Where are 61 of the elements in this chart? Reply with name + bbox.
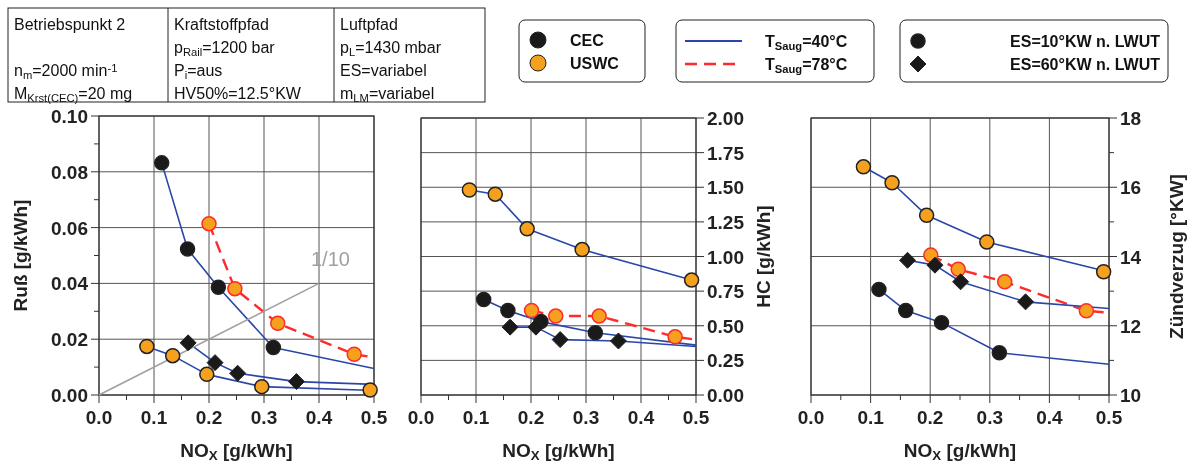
text: n$_{m}$=2000 min$^{-1}$ xyxy=(14,62,118,81)
x-tick-label: 0.5 xyxy=(360,407,388,428)
y-tick-label: 0.25 xyxy=(707,350,745,372)
text: ES=60°KW n. LWUT xyxy=(1010,56,1161,73)
y-tick-label: 0.50 xyxy=(707,315,744,337)
x-tick-label: 0.1 xyxy=(857,407,885,428)
text: CEC xyxy=(570,32,605,49)
x-tick-label: 0.1 xyxy=(462,407,490,428)
x-tick-label: 0.2 xyxy=(195,407,223,428)
y-tick-label: 2.00 xyxy=(707,108,744,129)
x-axis-title: NO$_{X}$ [g/kWh] xyxy=(903,440,1017,463)
text: ES=10°KW n. LWUT xyxy=(1010,33,1161,50)
y-tick-label: 0.00 xyxy=(51,385,88,406)
y-tick-label: 1.00 xyxy=(707,246,744,268)
x-tick-label: 0.2 xyxy=(916,407,944,428)
x-tick-label: 0.5 xyxy=(682,407,710,428)
y-tick-label: 16 xyxy=(1120,177,1142,199)
y-tick-label: 0.06 xyxy=(51,217,88,239)
y-tick-label: 0.75 xyxy=(707,281,745,303)
text: Betriebspunkt 2 xyxy=(14,16,126,33)
text: USWC xyxy=(570,55,620,72)
x-tick-label: 0.1 xyxy=(140,407,168,428)
y-axis-title: HC [g/kWh] xyxy=(753,205,774,308)
y-axis-title: Zündverzug [°KW] xyxy=(1166,174,1187,339)
text: m$_{LM}$=variabel xyxy=(340,85,435,104)
y-axis-title: Ruß [g/kWh] xyxy=(10,199,31,312)
text: T$_{Saug}$=40°C xyxy=(765,33,848,52)
x-tick-label: 0.3 xyxy=(572,407,600,428)
text: T$_{Saug}$=78°C xyxy=(765,56,848,75)
y-tick-label: 0.02 xyxy=(51,329,88,351)
x-tick-label: 0.3 xyxy=(250,407,278,428)
x-tick-label: 0.2 xyxy=(517,407,545,428)
y-tick-label: 14 xyxy=(1120,246,1142,268)
x-axis-title: NO$_{X}$ [g/kWh] xyxy=(502,440,615,463)
y-tick-label: 1.50 xyxy=(707,177,744,199)
x-tick-label: 0.4 xyxy=(627,407,655,428)
y-tick-label: 12 xyxy=(1120,315,1142,337)
text: P$_{i}$=aus xyxy=(174,62,223,81)
text: HV50%=12.5°KW xyxy=(174,85,302,102)
text: M$_{Krst(CEC)}$=20 mg xyxy=(14,85,133,104)
y-tick-label: 1.75 xyxy=(707,142,745,164)
y-tick-label: 1.25 xyxy=(707,211,745,233)
text: p$_{Rail}$=1200 bar xyxy=(174,39,276,58)
x-tick-label: 0.0 xyxy=(407,407,435,428)
x-axis-title: NO$_{X}$ [g/kWh] xyxy=(180,440,293,463)
text: Kraftstoffpfad xyxy=(174,16,269,33)
y-tick-label: 0.00 xyxy=(707,385,744,406)
x-tick-label: 0.3 xyxy=(976,407,1004,428)
text: ES=variabel xyxy=(340,62,427,79)
y-tick-label: 0.10 xyxy=(51,106,88,127)
text: p$_{L}$=1430 mbar xyxy=(340,39,442,58)
x-tick-label: 0.4 xyxy=(305,407,333,428)
y-tick-label: 0.04 xyxy=(51,273,89,295)
y-tick-label: 0.08 xyxy=(51,161,88,183)
text: Luftpfad xyxy=(340,16,398,33)
x-tick-label: 0.0 xyxy=(797,407,825,428)
x-tick-label: 0.4 xyxy=(1036,407,1064,428)
x-tick-label: 0.0 xyxy=(85,407,113,428)
x-tick-label: 0.5 xyxy=(1095,407,1123,428)
y-tick-label: 18 xyxy=(1120,108,1142,129)
y-tick-label: 10 xyxy=(1120,385,1142,406)
